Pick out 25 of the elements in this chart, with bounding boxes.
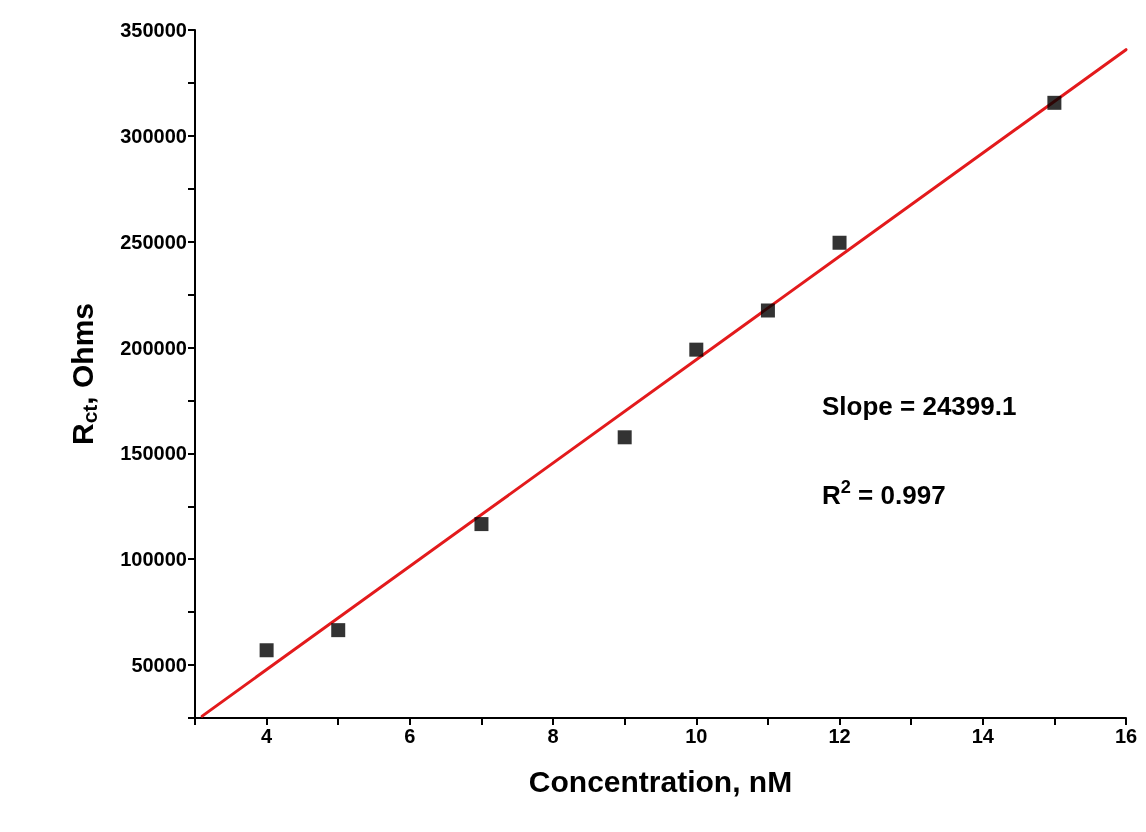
y-tick-label: 200000 [120,336,187,359]
point [331,623,346,638]
y-tick-label: 150000 [120,442,187,465]
x-axis-title: Concentration, nM [528,764,793,798]
point [760,303,775,318]
x-tick-label: 4 [261,725,274,747]
point [474,517,489,532]
y-axis-title: Rct, Ohms [65,302,101,446]
x-tick-label: 14 [971,725,995,747]
y-tick-label: 250000 [120,230,187,253]
x-tick-label: 16 [1114,725,1138,747]
x-tick-label: 8 [547,725,559,747]
y-tick-label: 50000 [131,654,187,677]
point [617,430,632,445]
point [1047,95,1062,110]
point [832,235,847,250]
annotation: Slope = 24399.1 [822,391,1017,421]
point [689,342,704,357]
x-tick-label: 6 [404,725,416,747]
y-tick-label: 100000 [120,548,187,571]
y-tick-label: 350000 [120,19,187,41]
x-tick-label: 12 [828,725,851,747]
point [259,643,274,658]
y-tick-label: 300000 [120,124,187,147]
x-tick-label: 10 [685,725,708,747]
